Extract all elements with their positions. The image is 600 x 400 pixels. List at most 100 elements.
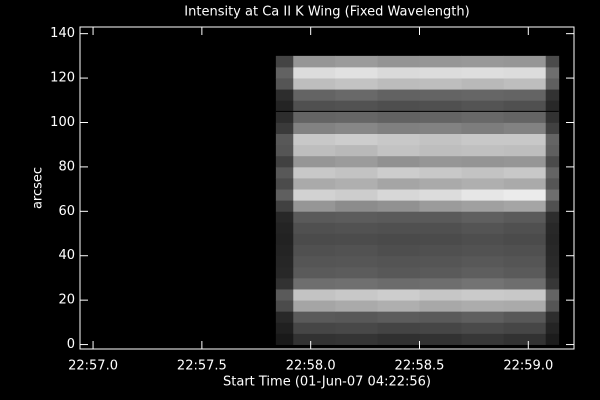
heatmap-cell [419,200,462,212]
heatmap-cell [335,244,378,257]
heatmap-cell [275,211,294,223]
heatmap-cell [293,111,336,123]
heatmap-cell [461,178,505,190]
heatmap-cell [275,266,294,279]
heatmap-cell [335,289,378,301]
heatmap-cell [335,166,378,179]
heatmap-cell [293,66,336,79]
heatmap-cell [461,55,505,68]
heatmap-cell [419,189,462,201]
heatmap-cell [419,244,462,257]
heatmap-cell [293,233,336,246]
heatmap-cell [335,266,378,279]
heatmap-cell [419,100,462,112]
heatmap-cell [545,166,560,179]
heatmap-cell [377,289,420,301]
heatmap-cell [293,166,336,179]
heatmap-cell [461,233,505,246]
heatmap-cell [335,178,378,190]
heatmap-cell [293,78,336,90]
heatmap-cell [293,300,336,312]
heatmap-cell [293,244,336,257]
heatmap-cell [419,222,462,234]
heatmap-cell [461,222,505,234]
heatmap-cell [461,211,505,223]
heatmap-cell [461,89,505,101]
heatmap-cell [275,255,294,268]
heatmap-cell [503,166,547,179]
heatmap-cell [335,322,378,334]
y-tick-label: 140 [50,26,75,41]
heatmap-cell [335,89,378,101]
heatmap-cell [275,277,294,290]
heatmap-cell [419,133,462,146]
heatmap-cell [503,311,547,323]
heatmap-cell [377,277,420,290]
heatmap-cell [275,133,294,146]
heatmap-cell [461,166,505,179]
heatmap-cell [335,300,378,312]
heatmap-cell [293,311,336,323]
heatmap-cell [275,100,294,112]
heatmap-cell [545,233,560,246]
heatmap-cell [275,55,294,68]
heatmap-cell [275,144,294,157]
heatmap-cell [503,222,547,234]
heatmap-cell [545,189,560,201]
heatmap-cell [275,200,294,212]
heatmap-cell [419,55,462,68]
heatmap-cell [335,311,378,323]
heatmap-cell [275,122,294,134]
heatmap-cell [419,333,462,345]
heatmap-cell [503,333,547,345]
heatmap-cell [377,78,420,90]
plot-frame [79,26,575,350]
heatmap-cell [377,166,420,179]
heatmap-cell [545,255,560,268]
heatmap-cell [461,100,505,112]
heatmap-cell [545,144,560,157]
heatmap-cell [503,78,547,90]
heatmap-cell [461,289,505,301]
heatmap-cell [461,277,505,290]
heatmap-cell [545,289,560,301]
heatmap-cell [461,66,505,79]
x-tick-label: 22:57.5 [177,359,227,374]
heatmap-cell [461,78,505,90]
heatmap-cell [377,66,420,79]
x-tick-label: 22:59.0 [503,359,553,374]
heatmap-cell [335,333,378,345]
heatmap-cell [503,133,547,146]
y-tick-label: 120 [50,71,75,86]
heatmap-cell [545,66,560,79]
heatmap-cell [545,178,560,190]
heatmap-cell [377,100,420,112]
heatmap-cell [503,244,547,257]
heatmap-cell [377,333,420,345]
x-tick-label: 22:57.0 [68,359,118,374]
heatmap-cell [335,133,378,146]
heatmap-cell [503,200,547,212]
heatmap-cell [419,255,462,268]
y-tick-label: 0 [67,337,75,352]
heatmap-cell [335,222,378,234]
heatmap-cell [293,100,336,112]
heatmap-cell [275,289,294,301]
heatmap-cell [275,189,294,201]
heatmap-cell [461,144,505,157]
heatmap-cell [461,322,505,334]
heatmap-cell [275,155,294,168]
heatmap-cell [377,222,420,234]
heatmap-cell [419,300,462,312]
heatmap-cell [461,189,505,201]
heatmap-cell [275,333,294,345]
heatmap-cell [545,155,560,168]
heatmap-cell [293,189,336,201]
heatmap-cell [419,66,462,79]
heatmap-cell [275,89,294,101]
heatmap-cell [377,255,420,268]
heatmap-cell [275,311,294,323]
heatmap-cell [335,78,378,90]
